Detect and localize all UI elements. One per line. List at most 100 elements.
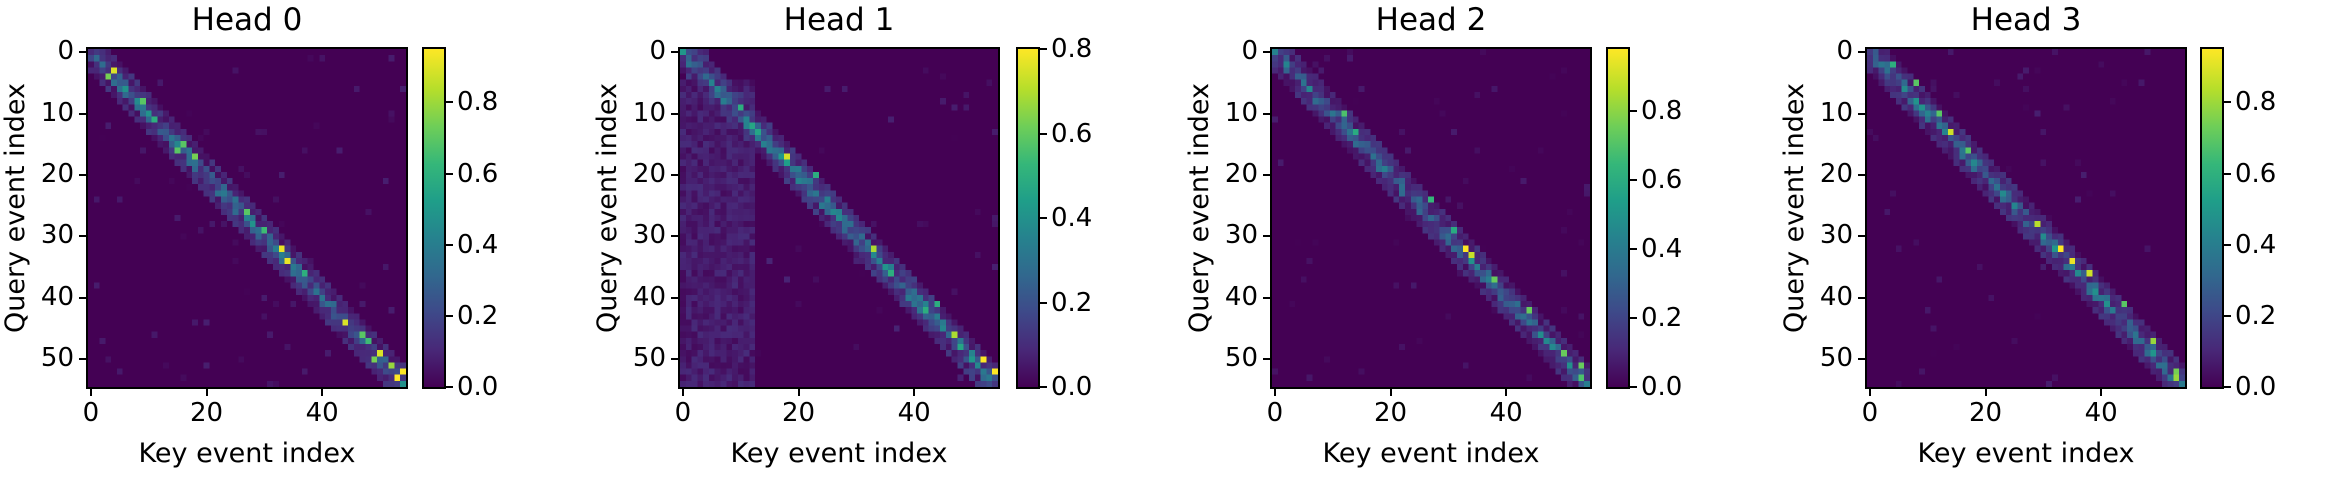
x-tick-label: 20 [189,398,224,428]
colorbar-tick-label: 0.6 [1051,118,1093,149]
x-tick-label: 40 [1489,398,1523,428]
x-tick-mark [1868,389,1871,396]
colorbar-tick-label: 0.4 [1051,203,1093,233]
x-axis-label: Key event index [1322,438,1540,469]
colorbar-tick-label: 0.2 [457,300,499,331]
colorbar-tick-label: 0.2 [2235,300,2277,331]
y-tick-label: 10 [1224,97,1258,128]
colorbar-tick-label: 0.6 [1641,165,1683,196]
colorbar [1606,47,1630,389]
y-tick-mark [671,296,678,299]
x-tick-mark [205,389,208,396]
y-tick-mark [1858,112,1865,115]
x-axis-label: Key event index [138,438,356,469]
colorbar-tick-mark [446,314,453,317]
y-tick-mark [1858,235,1865,238]
colorbar-tick-label: 0.6 [2235,158,2277,189]
y-tick-label: 10 [632,97,666,128]
panel-title: Head 3 [1970,2,2082,38]
y-tick-mark [1263,51,1270,54]
x-tick-label: 0 [82,398,100,428]
y-tick-label: 0 [57,36,74,67]
colorbar-tick-mark [1630,179,1637,182]
y-tick-mark [79,112,86,115]
colorbar-tick-mark [1040,386,1047,388]
x-tick-label: 40 [897,398,931,428]
y-tick-mark [79,296,86,299]
y-tick-label: 40 [632,281,666,312]
y-tick-label: 50 [1224,343,1258,374]
y-tick-label: 20 [632,158,666,189]
colorbar-tick-label: 0.8 [2235,87,2277,118]
y-tick-mark [1263,358,1270,361]
x-axis-label: Key event index [1917,438,2135,469]
y-tick-mark [1858,296,1865,299]
y-tick-mark [1858,358,1865,361]
colorbar-tick-mark [2224,314,2231,317]
heatmap-axes [1270,47,1592,389]
y-tick-label: 30 [632,220,666,251]
x-tick-mark [797,389,800,396]
colorbar-tick-label: 0.8 [1051,34,1093,64]
y-tick-mark [79,51,86,54]
y-tick-label: 50 [632,343,666,374]
colorbar [2200,47,2224,389]
x-tick-mark [913,389,916,396]
colorbar-tick-label: 0.6 [457,158,499,189]
y-tick-label: 40 [1224,281,1258,312]
x-tick-mark [89,389,92,396]
y-tick-mark [1263,173,1270,176]
colorbar-tick-mark [1040,217,1047,219]
y-tick-label: 50 [1819,343,1853,374]
colorbar-tick-mark [2224,243,2231,246]
x-tick-mark [1505,389,1508,396]
y-tick-mark [671,112,678,115]
y-tick-mark [1858,173,1865,176]
colorbar-tick-label: 0.8 [457,87,499,118]
y-axis-label: Query event index [1184,83,1215,333]
colorbar-tick-label: 0.0 [2235,372,2277,402]
colorbar-tick-label: 0.0 [1051,372,1093,402]
colorbar-tick-label: 0.4 [2235,229,2277,260]
colorbar-tick-label: 0.2 [1051,287,1093,318]
y-tick-label: 20 [1224,158,1258,189]
panel-title: Head 0 [191,2,303,38]
y-tick-mark [671,51,678,54]
colorbar-tick-label: 0.4 [457,229,499,260]
x-tick-mark [2100,389,2103,396]
colorbar-tick-mark [1630,386,1637,388]
colorbar-tick-mark [1630,317,1637,320]
y-tick-label: 10 [1819,97,1853,128]
x-tick-mark [681,389,684,396]
colorbar-tick-mark [1630,248,1637,251]
colorbar-tick-label: 0.4 [1641,234,1683,265]
y-tick-label: 0 [1836,36,1853,67]
y-tick-label: 40 [40,281,74,312]
x-tick-mark [1984,389,1987,396]
x-tick-label: 0 [1861,398,1879,428]
colorbar-tick-mark [446,172,453,175]
colorbar [422,47,446,389]
y-tick-mark [671,358,678,361]
y-tick-mark [671,235,678,238]
y-axis-label: Query event index [0,83,31,333]
colorbar-tick-label: 0.2 [1641,303,1683,334]
y-tick-mark [1263,235,1270,238]
x-tick-mark [1389,389,1392,396]
x-tick-label: 20 [781,398,816,428]
y-tick-mark [79,358,86,361]
heatmap-canvas [680,49,998,387]
colorbar-tick-mark [2224,172,2231,175]
x-tick-label: 0 [674,398,692,428]
colorbar-tick-mark [2224,386,2231,388]
panel-title: Head 2 [1375,2,1487,38]
x-tick-mark [1273,389,1276,396]
y-tick-label: 20 [1819,158,1853,189]
y-tick-label: 0 [1241,36,1258,67]
x-tick-label: 20 [1373,398,1408,428]
heatmap-canvas [1272,49,1590,387]
colorbar-tick-mark [446,386,453,388]
x-tick-label: 40 [305,398,339,428]
y-axis-label: Query event index [1779,83,1810,333]
colorbar-tick-mark [446,243,453,246]
